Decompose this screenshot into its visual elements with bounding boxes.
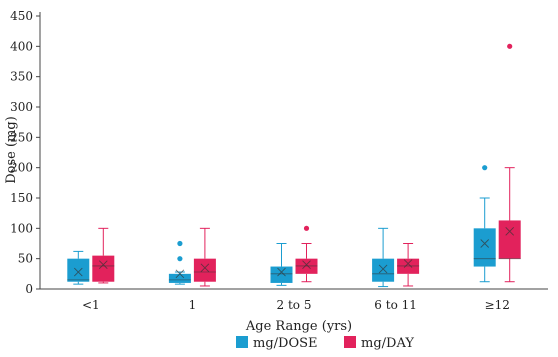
box-iqr <box>67 258 90 282</box>
legend-swatch <box>344 336 356 348</box>
box-mg-day-3 <box>397 243 420 287</box>
mean-marker <box>277 267 286 277</box>
outlier-point <box>177 240 183 247</box>
legend-item-mg-dose: mg/DOSE <box>236 336 318 351</box>
box-iqr <box>473 228 496 267</box>
x-axis: <1 1 2 to 5 6 to 11 ≥12 <box>40 288 548 312</box>
y-tick-label: 200 <box>10 161 33 175</box>
mean-marker <box>480 239 490 248</box>
box-iqr <box>193 258 216 282</box>
y-tick-label: 0 <box>25 282 33 296</box>
y-tick-label: 450 <box>10 9 33 23</box>
outlier-point <box>177 256 183 262</box>
x-tick-labels: <1 1 2 to 5 6 to 11 ≥12 <box>82 298 510 312</box>
mean-marker <box>302 260 311 270</box>
box-iqr <box>372 258 395 282</box>
x-tick-label: 1 <box>189 298 197 312</box>
y-tick-label: 150 <box>10 191 33 205</box>
x-tick-label: 6 to 11 <box>374 298 417 312</box>
legend-swatch <box>236 336 248 348</box>
box-mg-dose-0 <box>67 250 90 285</box>
mean-marker <box>378 264 388 274</box>
outlier-point <box>482 165 488 171</box>
box-mg-dose-1 <box>168 240 191 285</box>
box-mg-day-2 <box>295 225 318 283</box>
mean-marker <box>403 259 413 268</box>
box-mg-day-4 <box>498 43 521 283</box>
y-tick-label: 350 <box>10 70 33 84</box>
mean-marker <box>73 267 83 277</box>
y-axis-title: Dose (mg) <box>4 116 19 184</box>
x-axis-title: Age Range (yrs) <box>245 319 352 334</box>
mean-marker <box>200 263 210 273</box>
x-tick-label: <1 <box>82 298 100 312</box>
legend: mg/DOSE mg/DAY <box>236 336 414 351</box>
box-iqr <box>92 255 115 282</box>
box-layer <box>67 43 521 288</box>
legend-label: mg/DOSE <box>253 336 318 351</box>
y-tick-label: 400 <box>10 39 33 53</box>
outlier-point <box>507 43 513 49</box>
mean-marker <box>505 227 515 236</box>
y-tick-label: 300 <box>10 100 33 114</box>
y-tick-labels: 0 50 100 150 200 250 300 350 400 450 <box>10 9 40 296</box>
mean-marker <box>175 269 185 279</box>
box-mg-day-1 <box>193 227 216 287</box>
legend-item-mg-day: mg/DAY <box>344 336 414 351</box>
legend-label: mg/DAY <box>361 336 414 351</box>
y-axis: 0 50 100 150 200 250 300 350 400 450 <box>10 9 41 296</box>
outlier-point <box>303 225 310 231</box>
box-mg-dose-2 <box>270 243 293 286</box>
y-tick-label: 250 <box>10 130 33 144</box>
y-tick-label: 100 <box>10 221 33 235</box>
box-iqr <box>270 266 293 283</box>
y-tick-label: 50 <box>18 252 33 266</box>
x-tick-label: 2 to 5 <box>277 298 312 312</box>
mean-marker <box>98 260 108 270</box>
box-mg-dose-3 <box>372 227 395 288</box>
box-iqr <box>498 220 521 259</box>
x-tick-label: ≥12 <box>485 298 510 312</box>
box-mg-dose-4 <box>473 165 496 283</box>
box-iqr <box>168 273 191 283</box>
box-mg-day-0 <box>92 227 115 284</box>
